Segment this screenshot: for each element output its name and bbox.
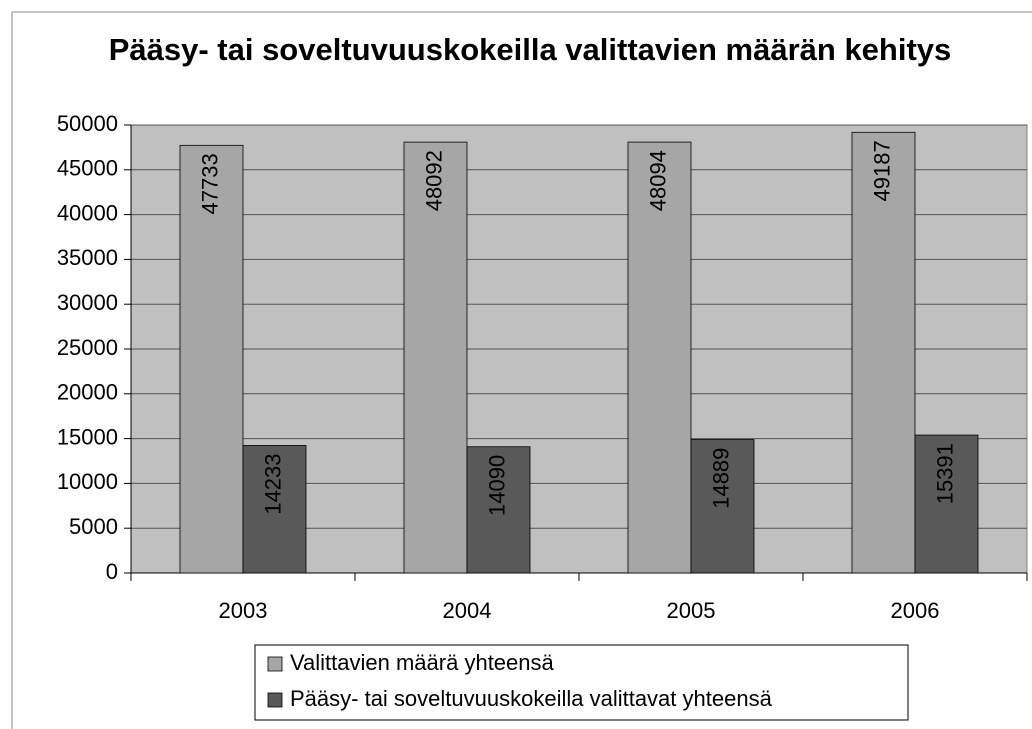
y-tick-label: 25000: [57, 335, 118, 360]
bar: [627, 141, 692, 574]
bar: [690, 439, 755, 574]
data-label: 48092: [421, 150, 446, 211]
legend-swatch: [267, 692, 283, 708]
y-tick-label: 5000: [69, 514, 118, 539]
y-tick-label: 15000: [57, 424, 118, 449]
data-label: 14889: [708, 448, 733, 509]
data-label: 14090: [484, 455, 509, 516]
legend: [254, 644, 909, 721]
x-tick-label: 2004: [443, 598, 492, 623]
data-label: 14233: [260, 453, 285, 514]
bar: [179, 144, 244, 574]
y-tick-label: 35000: [57, 245, 118, 270]
bar: [403, 141, 468, 574]
y-tick-label: 40000: [57, 200, 118, 225]
y-tick-label: 50000: [57, 111, 118, 136]
y-tick-label: 30000: [57, 290, 118, 315]
legend-swatch: [267, 656, 283, 672]
bar: [851, 131, 916, 574]
x-tick-label: 2003: [219, 598, 268, 623]
y-tick-label: 45000: [57, 156, 118, 181]
y-tick-label: 10000: [57, 469, 118, 494]
y-tick-label: 0: [106, 559, 118, 584]
legend-label: Pääsy- tai soveltuvuuskokeilla valittava…: [290, 686, 773, 711]
data-label: 15391: [932, 443, 957, 504]
data-label: 48094: [645, 150, 670, 211]
bar: [914, 434, 979, 574]
bar: [466, 446, 531, 574]
chart-frame: [11, 11, 1032, 729]
data-label: 49187: [869, 140, 894, 201]
y-tick-label: 20000: [57, 380, 118, 405]
x-tick-label: 2006: [891, 598, 940, 623]
x-tick-label: 2005: [667, 598, 716, 623]
legend-label: Valittavien määrä yhteensä: [290, 650, 555, 675]
bar: [242, 445, 307, 574]
chart-title: Pääsy- tai soveltuvuuskokeilla valittavi…: [108, 32, 952, 67]
data-label: 47733: [197, 153, 222, 214]
